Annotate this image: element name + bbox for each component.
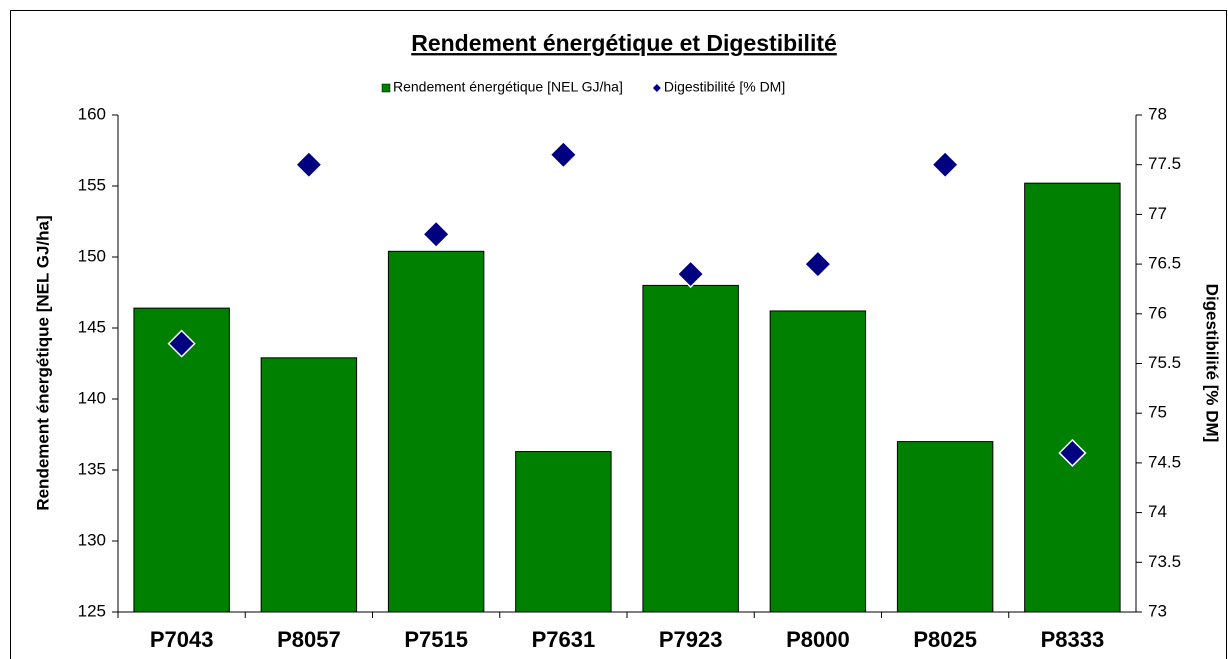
bar [1024,182,1121,613]
y-tick-label: 145 [78,317,106,336]
y2-tick-label: 73 [1148,601,1167,620]
x-tick-label: P7043 [150,627,214,652]
diamond-marker [803,250,832,279]
y-tick-label: 140 [78,388,106,407]
chart-title: Rendement énergétique et Digestibilité [411,30,837,56]
y-tick-label: 160 [78,104,106,123]
y2-tick-label: 73.5 [1148,552,1181,571]
y-tick-label: 125 [78,601,106,620]
y-tick-label: 135 [78,459,106,478]
bar [769,310,867,613]
diamond-marker [549,140,578,169]
legend-label: Rendement énergétique [NEL GJ/ha] [393,79,623,95]
x-tick-label: P8333 [1041,627,1105,652]
y2-tick-label: 77 [1148,204,1167,223]
diamond-marker [1058,438,1087,468]
x-tick-label: P7631 [532,627,596,652]
bar [260,357,358,613]
y-axis-title: Rendement énergétique [NEL GJ/ha] [33,215,52,510]
x-tick-label: P8000 [786,627,850,652]
y-tick-label: 150 [78,246,106,265]
y2-axis-title: Digestibilité [% DM] [1203,284,1222,443]
diamond-marker [676,259,705,289]
bar [387,250,485,613]
y-tick-label: 130 [78,530,106,549]
y2-tick-label: 75 [1148,403,1167,422]
bar [896,441,994,613]
diamond-marker [931,150,960,179]
legend-label: Digestibilité [% DM] [664,79,785,95]
diamond-marker [422,220,451,249]
y2-tick-label: 76 [1148,303,1167,322]
y2-tick-label: 76.5 [1148,254,1181,273]
bar [515,451,612,613]
y2-tick-label: 75.5 [1148,353,1181,372]
x-tick-label: P7923 [659,627,723,652]
diamond-marker [167,329,196,358]
legend-swatch [652,84,661,92]
y2-tick-label: 77.5 [1148,154,1181,173]
bar [642,284,739,613]
legend-swatch [381,83,391,93]
x-tick-label: P8025 [913,627,977,652]
bar [133,307,230,613]
y2-tick-label: 78 [1148,104,1167,123]
diamond-marker [294,150,323,179]
y2-tick-label: 74 [1148,502,1167,521]
y2-tick-label: 74.5 [1148,452,1181,471]
y-tick-label: 155 [78,175,106,194]
x-tick-label: P7515 [404,627,468,652]
x-tick-label: P8057 [277,627,341,652]
